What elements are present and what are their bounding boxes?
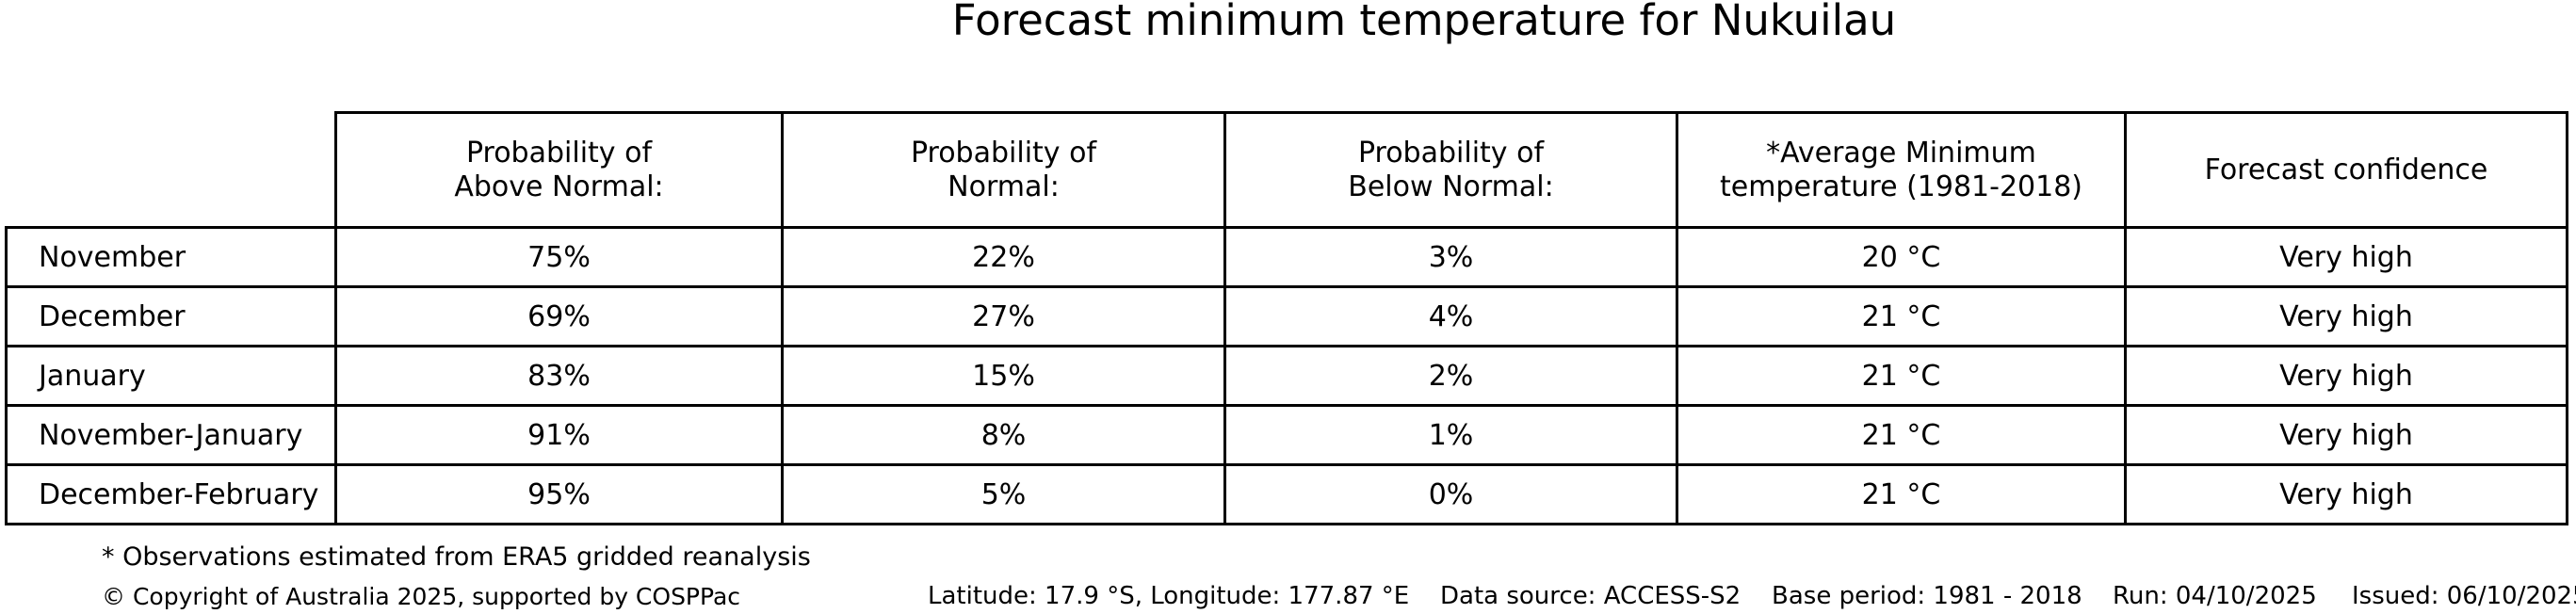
prob-below-cell: 4% (1223, 285, 1678, 347)
lat-long-text: Latitude: 17.9 °S, Longitude: 177.87 °E (928, 582, 1410, 610)
header-normal: Probability of Normal: (781, 111, 1226, 229)
period-cell: December-February (5, 463, 337, 525)
table-row: November-January 91% 8% 1% 21 °C Very hi… (5, 404, 2568, 466)
confidence-cell: Very high (2124, 285, 2568, 347)
prob-normal-cell: 22% (781, 226, 1226, 288)
table-header-row: Probability of Above Normal: Probability… (7, 111, 2568, 229)
header-above-normal: Probability of Above Normal: (334, 111, 784, 229)
header-below-normal: Probability of Below Normal: (1223, 111, 1678, 229)
table-row: December 69% 27% 4% 21 °C Very high (5, 285, 2568, 347)
prob-normal-cell: 27% (781, 285, 1226, 347)
forecast-table: Probability of Above Normal: Probability… (5, 111, 2568, 525)
prob-above-cell: 95% (334, 463, 784, 525)
prob-normal-cell: 8% (781, 404, 1226, 466)
confidence-cell: Very high (2124, 404, 2568, 466)
run-date-text: Run: 04/10/2025 (2113, 582, 2317, 610)
period-cell: January (5, 345, 337, 407)
table-row: December-February 95% 5% 0% 21 °C Very h… (5, 463, 2568, 525)
base-period-text: Base period: 1981 - 2018 (1772, 582, 2082, 610)
table-row: November 75% 22% 3% 20 °C Very high (5, 226, 2568, 288)
confidence-cell: Very high (2124, 463, 2568, 525)
prob-below-cell: 3% (1223, 226, 1678, 288)
copyright-text: © Copyright of Australia 2025, supported… (102, 583, 741, 610)
data-source-text: Data source: ACCESS-S2 (1440, 582, 1742, 610)
confidence-cell: Very high (2124, 226, 2568, 288)
header-average-minimum: *Average Minimum temperature (1981-2018) (1676, 111, 2127, 229)
avg-min-temp-cell: 21 °C (1676, 345, 2127, 407)
prob-above-cell: 75% (334, 226, 784, 288)
header-forecast-confidence: Forecast confidence (2124, 111, 2568, 229)
period-cell: November (5, 226, 337, 288)
era5-footnote: * Observations estimated from ERA5 gridd… (102, 542, 811, 572)
avg-min-temp-cell: 20 °C (1676, 226, 2127, 288)
prob-normal-cell: 5% (781, 463, 1226, 525)
period-cell: December (5, 285, 337, 347)
prob-below-cell: 0% (1223, 463, 1678, 525)
prob-below-cell: 2% (1223, 345, 1678, 407)
confidence-cell: Very high (2124, 345, 2568, 407)
avg-min-temp-cell: 21 °C (1676, 285, 2127, 347)
prob-below-cell: 1% (1223, 404, 1678, 466)
period-cell: November-January (5, 404, 337, 466)
page-title: Forecast minimum temperature for Nukuila… (951, 0, 1897, 45)
prob-above-cell: 83% (334, 345, 784, 407)
prob-normal-cell: 15% (781, 345, 1226, 407)
prob-above-cell: 91% (334, 404, 784, 466)
issued-date-text: Issued: 06/10/2025 (2352, 582, 2576, 610)
table-row: January 83% 15% 2% 21 °C Very high (5, 345, 2568, 407)
header-empty-cell (7, 113, 336, 228)
avg-min-temp-cell: 21 °C (1676, 463, 2127, 525)
avg-min-temp-cell: 21 °C (1676, 404, 2127, 466)
prob-above-cell: 69% (334, 285, 784, 347)
